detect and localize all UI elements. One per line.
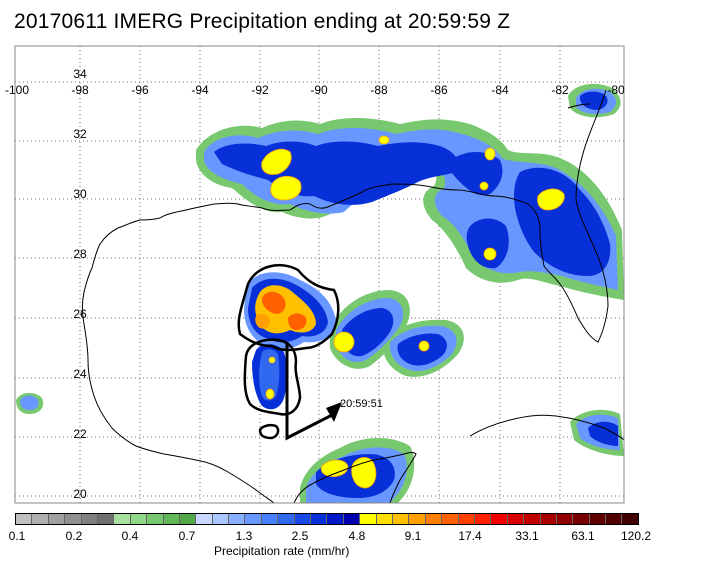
colorbar-title: Precipitation rate (mm/hr) <box>214 544 350 558</box>
lon-label: -80 <box>607 83 625 97</box>
lon-label: -98 <box>71 83 89 97</box>
colorbar-swatch <box>196 514 213 524</box>
colorbar-swatch <box>343 514 361 524</box>
lat-label: 20 <box>73 487 87 501</box>
colorbar-swatch <box>97 514 115 524</box>
colorbar-swatch <box>474 514 492 524</box>
colorbar-swatch <box>458 514 475 524</box>
colorbar-label: 0.7 <box>178 529 196 543</box>
lon-label: -88 <box>370 83 388 97</box>
colorbar-label: 33.1 <box>515 529 539 543</box>
colorbar-swatch <box>606 514 623 524</box>
lon-label: -82 <box>551 83 569 97</box>
colorbar-swatch <box>573 514 590 524</box>
storm-track <box>285 342 335 441</box>
colorbar-swatch <box>294 514 312 524</box>
colorbar-swatch <box>360 514 377 524</box>
colorbar-label: 2.5 <box>291 529 309 543</box>
colorbar-swatch <box>114 514 131 524</box>
colorbar-swatch <box>245 514 262 524</box>
longitude-labels: -100 -98 -96 -94 -92 -90 -88 -86 -84 -82… <box>5 83 625 97</box>
colorbar-swatch <box>179 514 197 524</box>
colorbar-swatch <box>392 514 410 524</box>
colorbar-swatch <box>524 514 541 524</box>
lon-label: -96 <box>131 83 149 97</box>
colorbar-swatch <box>32 514 49 524</box>
colorbar-label: 0.2 <box>65 529 83 543</box>
colorbar-swatch <box>229 514 246 524</box>
lat-label: 28 <box>73 247 87 261</box>
colorbar-label: 4.8 <box>348 529 366 543</box>
colorbar-swatch <box>311 514 328 524</box>
storm-time-label: 20:59:51 <box>340 398 383 410</box>
colorbar-label: 0.1 <box>8 529 26 543</box>
colorbar-label: 17.4 <box>458 529 482 543</box>
colorbar-swatch <box>327 514 344 524</box>
colorbar-swatch <box>540 514 557 524</box>
colorbar-swatch <box>425 514 443 524</box>
colorbar-label: 1.3 <box>235 529 253 543</box>
colorbar-swatch <box>16 514 33 524</box>
colorbar-label: 63.1 <box>571 529 595 543</box>
lat-label: 30 <box>73 187 87 201</box>
colorbar-label: 0.4 <box>121 529 139 543</box>
lat-label: 26 <box>73 307 87 321</box>
map-area: 20:59:51 <box>15 46 624 503</box>
lat-label: 24 <box>73 367 87 381</box>
colorbar-swatch <box>589 514 607 524</box>
colorbar-swatch <box>48 514 66 524</box>
lon-label: -90 <box>310 83 328 97</box>
colorbar-swatch <box>622 514 638 524</box>
colorbar-swatch <box>147 514 164 524</box>
lon-label: -100 <box>5 83 29 97</box>
map-frame <box>14 45 625 504</box>
storm-outline <box>237 263 340 440</box>
colorbar-swatch <box>212 514 230 524</box>
colorbar-swatch <box>507 514 525 524</box>
colorbar-swatch <box>261 514 279 524</box>
lat-label: 22 <box>73 427 87 441</box>
track-arrow-head <box>326 402 342 422</box>
lon-label: -86 <box>430 83 448 97</box>
colorbar-swatch <box>130 514 148 524</box>
lat-label: 34 <box>73 67 87 81</box>
colorbar-swatch <box>163 514 180 524</box>
colorbar-swatch <box>376 514 393 524</box>
map-title: 20170611 IMERG Precipitation ending at 2… <box>14 10 511 33</box>
lon-label: -92 <box>251 83 269 97</box>
lat-label: 32 <box>73 127 87 141</box>
colorbar-swatch <box>442 514 459 524</box>
colorbar-swatch <box>491 514 508 524</box>
colorbar-label: 9.1 <box>404 529 422 543</box>
lon-label: -94 <box>191 83 209 97</box>
colorbar-swatch <box>409 514 426 524</box>
latitude-labels: 34 32 30 28 26 24 22 20 <box>73 67 87 501</box>
colorbar-swatch <box>81 514 98 524</box>
colorbar-label: 120.2 <box>620 529 652 543</box>
colorbar-swatch <box>65 514 82 524</box>
colorbar-swatch <box>278 514 295 524</box>
colorbar <box>15 513 639 525</box>
lon-label: -84 <box>491 83 509 97</box>
colorbar-swatch <box>556 514 574 524</box>
coastline <box>82 89 624 503</box>
